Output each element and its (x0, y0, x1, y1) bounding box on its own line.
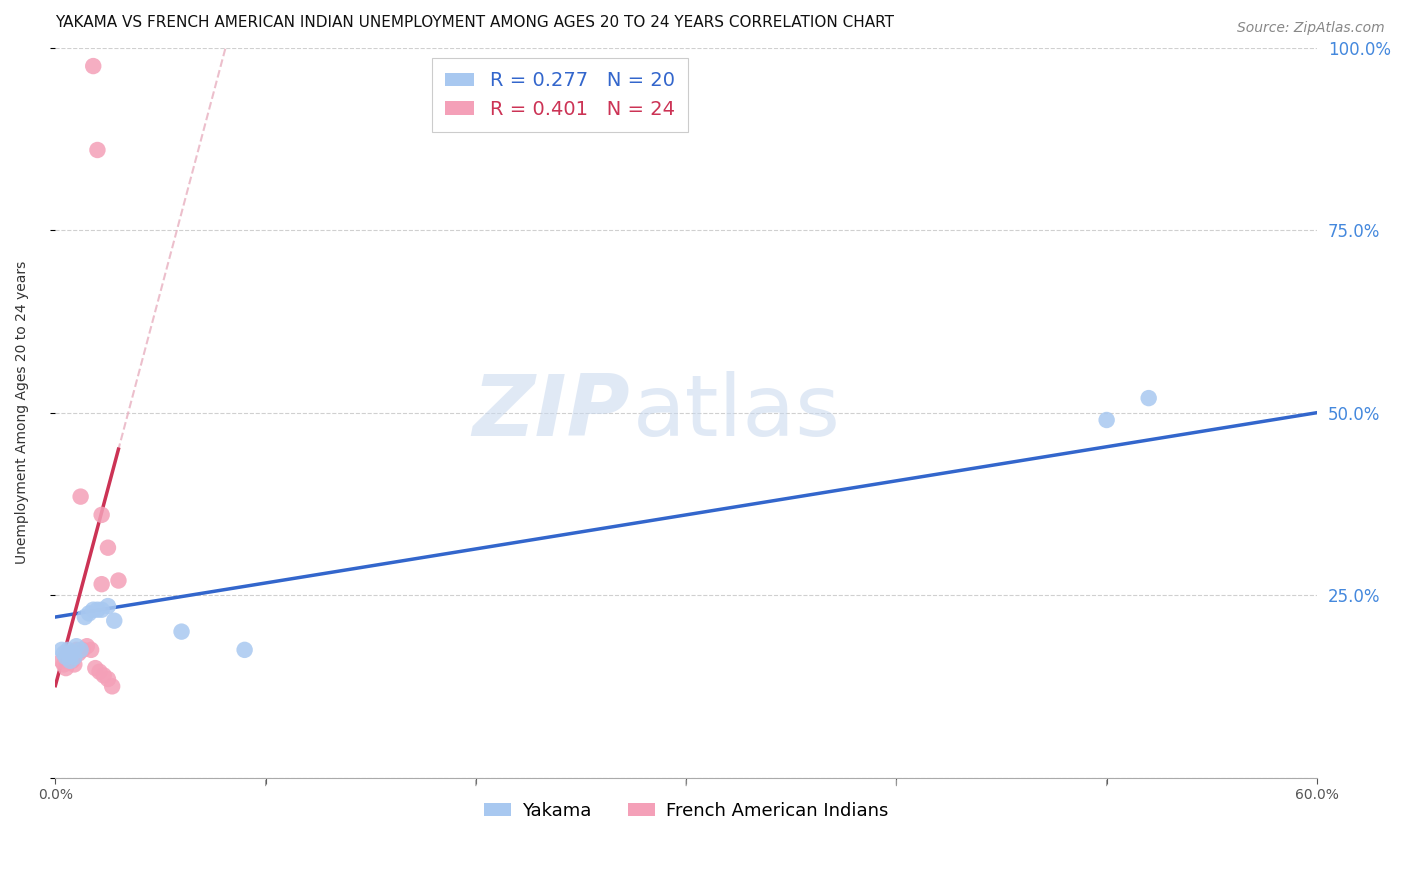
Point (67, 647, 90, 661)
Point (97, 541, 120, 555)
Point (69, 643, 91, 657)
Point (51, 643, 73, 657)
Point (65, 639, 87, 653)
Y-axis label: Unemployment Among Ages 20 to 24 years: Unemployment Among Ages 20 to 24 years (15, 261, 30, 565)
Point (63, 650, 86, 665)
Point (59, 654, 82, 668)
Point (170, 624, 193, 639)
Point (55, 650, 77, 665)
Text: ZIP: ZIP (472, 371, 630, 454)
Point (55, 661, 77, 675)
Point (59, 650, 82, 665)
Point (73, 610, 96, 624)
Point (90, 577, 112, 591)
Point (76, 639, 98, 653)
Point (69, 490, 91, 504)
Point (233, 643, 256, 657)
Point (97, 599, 120, 613)
Point (60, 654, 83, 668)
Point (63, 657, 86, 672)
Point (101, 679, 124, 693)
Point (82, 59, 104, 73)
Point (86, 603, 108, 617)
Point (65, 643, 87, 657)
Point (89, 665, 111, 679)
Point (60, 647, 83, 661)
Point (90, 603, 112, 617)
Text: Source: ZipAtlas.com: Source: ZipAtlas.com (1237, 21, 1385, 35)
Point (107, 574, 129, 588)
Point (97, 672, 120, 686)
Point (77, 607, 100, 621)
Point (1137, 391, 1160, 405)
Legend: Yakama, French American Indians: Yakama, French American Indians (477, 795, 896, 827)
Point (52, 657, 75, 672)
Point (56, 643, 79, 657)
Point (84, 661, 107, 675)
Point (80, 643, 103, 657)
Text: YAKAMA VS FRENCH AMERICAN INDIAN UNEMPLOYMENT AMONG AGES 20 TO 24 YEARS CORRELAT: YAKAMA VS FRENCH AMERICAN INDIAN UNEMPLO… (55, 15, 894, 30)
Point (82, 603, 104, 617)
Point (51, 654, 73, 668)
Point (86, 143, 108, 157)
Text: atlas: atlas (633, 371, 841, 454)
Point (93, 668, 115, 682)
Point (72, 643, 94, 657)
Point (52, 647, 75, 661)
Point (103, 614, 125, 628)
Point (1095, 413, 1118, 427)
Point (56, 647, 79, 661)
Point (90, 508, 112, 522)
